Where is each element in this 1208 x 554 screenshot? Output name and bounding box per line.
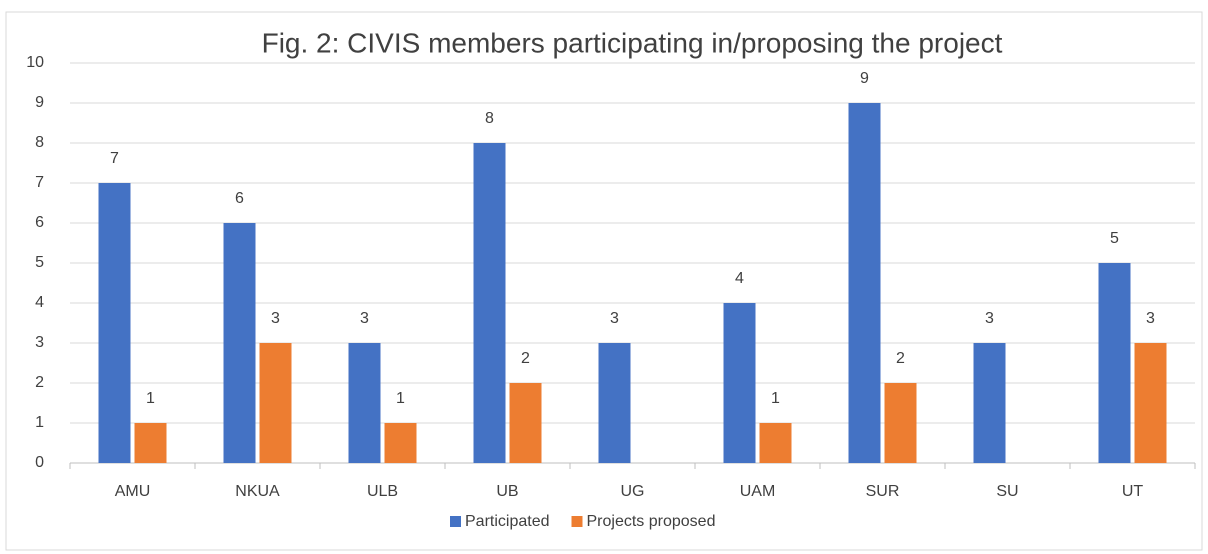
data-label: 2 — [896, 350, 905, 367]
y-tick-label: 7 — [35, 174, 44, 191]
legend-label: Participated — [465, 513, 550, 530]
y-tick-label: 10 — [26, 54, 44, 71]
x-tick-label: AMU — [115, 483, 151, 500]
y-tick-label: 9 — [35, 94, 44, 111]
y-tick-label: 0 — [35, 454, 44, 471]
x-tick-label: NKUA — [235, 483, 280, 500]
data-label: 5 — [1110, 230, 1119, 247]
y-tick-label: 2 — [35, 374, 44, 391]
y-tick-label: 8 — [35, 134, 44, 151]
y-tick-label: 1 — [35, 414, 44, 431]
data-label: 3 — [360, 310, 369, 327]
legend-label: Projects proposed — [587, 513, 716, 530]
x-tick-label: UT — [1122, 483, 1144, 500]
y-tick-label: 3 — [35, 334, 44, 351]
data-label: 2 — [521, 350, 530, 367]
data-label: 1 — [771, 390, 780, 407]
bar — [259, 343, 292, 463]
bar — [473, 143, 506, 463]
data-label: 1 — [146, 390, 155, 407]
data-label: 7 — [110, 150, 119, 167]
chart-title: Fig. 2: CIVIS members participating in/p… — [262, 27, 1003, 58]
chart-border — [5, 11, 1203, 551]
legend-swatch — [571, 516, 583, 527]
bar — [348, 343, 381, 463]
bar — [723, 303, 756, 463]
data-label: 3 — [1146, 310, 1155, 327]
y-tick-label: 5 — [35, 254, 44, 271]
bar — [884, 383, 917, 463]
data-label: 1 — [396, 390, 405, 407]
legend-swatch — [450, 516, 461, 527]
bar — [848, 103, 881, 463]
y-tick-label: 4 — [35, 294, 44, 311]
x-tick-label: UG — [621, 483, 645, 500]
y-tick-label: 6 — [35, 214, 44, 231]
x-tick-label: UAM — [740, 483, 776, 500]
data-label: 6 — [235, 190, 244, 207]
bar — [1134, 343, 1167, 463]
bar — [598, 343, 631, 463]
bar — [509, 383, 542, 463]
data-label: 3 — [271, 310, 280, 327]
x-tick-label: ULB — [367, 483, 398, 500]
bar — [134, 423, 167, 463]
bar — [98, 183, 131, 463]
bar — [759, 423, 792, 463]
x-tick-label: SU — [996, 483, 1018, 500]
data-label: 9 — [860, 70, 869, 87]
bar — [223, 223, 256, 463]
bar — [973, 343, 1006, 463]
data-label: 3 — [610, 310, 619, 327]
bar — [384, 423, 417, 463]
bar — [1098, 263, 1131, 463]
data-label: 3 — [985, 310, 994, 327]
x-tick-label: UB — [496, 483, 518, 500]
data-label: 4 — [735, 270, 744, 287]
x-tick-label: SUR — [866, 483, 900, 500]
data-label: 8 — [485, 110, 494, 127]
